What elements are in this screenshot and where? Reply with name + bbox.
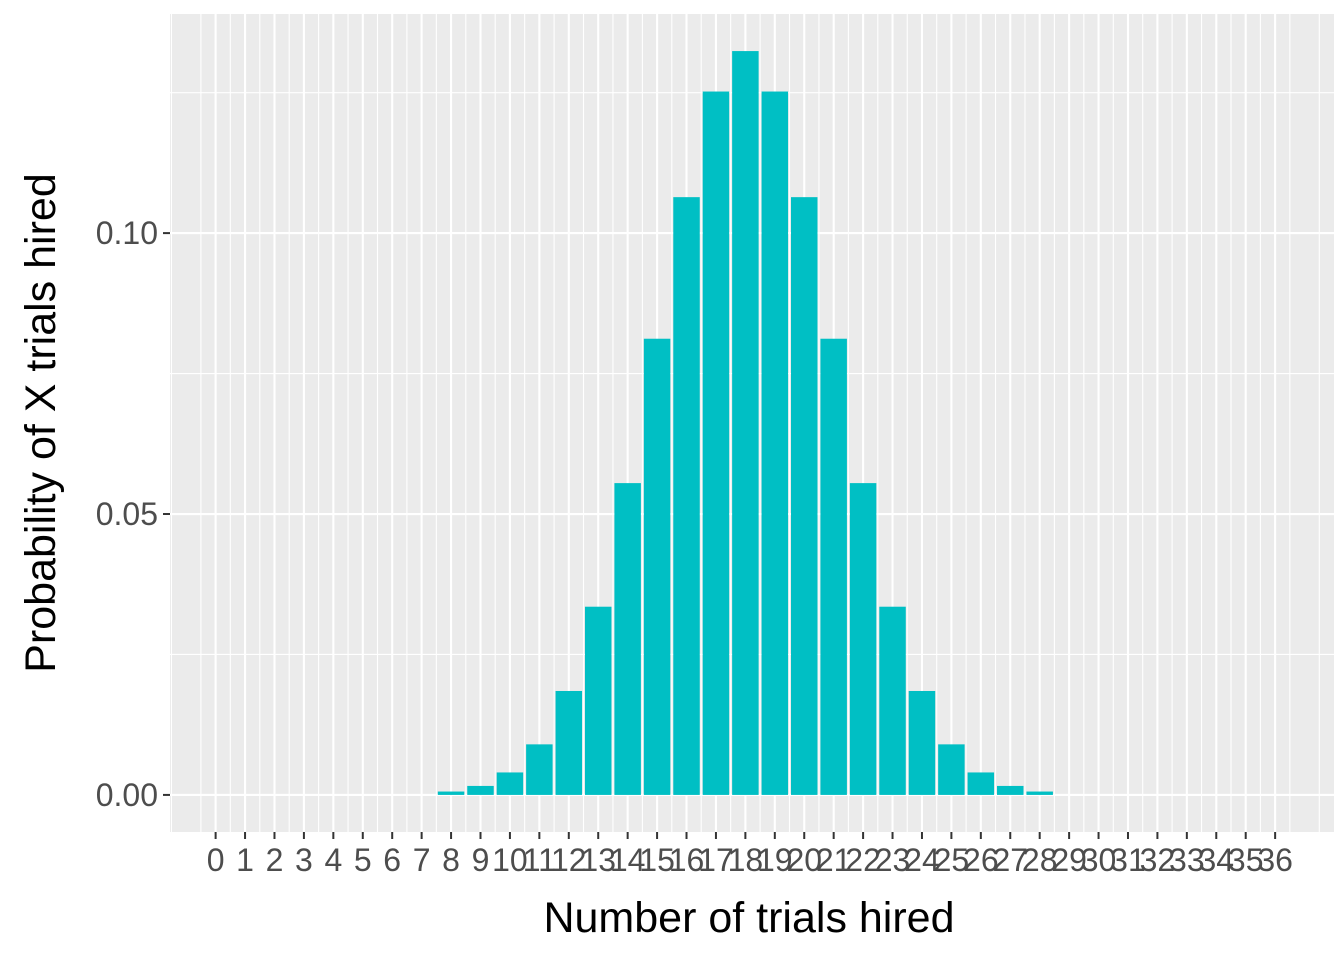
x-tick-label: 10 xyxy=(492,842,528,878)
bar xyxy=(732,51,759,795)
x-tick-label: 20 xyxy=(786,842,822,878)
x-tick-label: 17 xyxy=(698,842,734,878)
x-tick-label: 2 xyxy=(266,842,284,878)
x-tick-label: 29 xyxy=(1051,842,1087,878)
x-tick-label: 24 xyxy=(904,842,940,878)
x-tick-label: 33 xyxy=(1169,842,1205,878)
y-axis-title: Probability of X trials hired xyxy=(17,173,65,673)
x-tick-label: 12 xyxy=(551,842,587,878)
x-tick-label: 36 xyxy=(1257,842,1293,878)
bar xyxy=(496,772,524,795)
y-tick-label: 0.00 xyxy=(96,777,158,813)
bar xyxy=(673,197,700,795)
bar xyxy=(467,785,494,795)
x-tick-label: 7 xyxy=(413,842,431,878)
x-tick-label: 19 xyxy=(757,842,793,878)
x-tick-label: 6 xyxy=(383,842,401,878)
x-tick-label: 27 xyxy=(992,842,1028,878)
bar xyxy=(1026,791,1053,795)
x-tick-label: 16 xyxy=(669,842,705,878)
x-axis: 0 1 2 3 4 5 6 7 8 9 101112131415161718192021222324… xyxy=(207,832,1293,878)
x-tick-label: 22 xyxy=(845,842,881,878)
bar xyxy=(761,91,789,795)
x-tick-label: 35 xyxy=(1228,842,1264,878)
bars xyxy=(437,51,1053,795)
minor-gridlines xyxy=(170,14,1334,832)
bar xyxy=(938,744,965,795)
x-tick-label: 1 xyxy=(236,842,254,878)
x-tick-label: 28 xyxy=(1022,842,1058,878)
bar xyxy=(849,483,877,795)
bar xyxy=(526,744,553,795)
x-tick-label: 4 xyxy=(324,842,342,878)
bar xyxy=(879,606,906,795)
x-tick-label: 31 xyxy=(1110,842,1146,878)
bar xyxy=(997,785,1024,795)
bar xyxy=(790,197,818,795)
x-tick-label: 9 xyxy=(472,842,490,878)
bar xyxy=(437,791,465,795)
x-tick-label: 23 xyxy=(875,842,911,878)
x-tick-label: 0 xyxy=(207,842,225,878)
x-tick-label: 15 xyxy=(639,842,675,878)
x-tick-label: 13 xyxy=(580,842,616,878)
bar xyxy=(702,91,730,795)
x-axis-title: Number of trials hired xyxy=(543,894,954,942)
bar xyxy=(584,606,612,795)
x-tick-label: 34 xyxy=(1198,842,1234,878)
bar xyxy=(614,483,641,795)
bar xyxy=(908,690,936,795)
x-tick-label: 11 xyxy=(523,842,556,878)
y-tick-label: 0.05 xyxy=(96,496,158,532)
x-tick-label: 8 xyxy=(442,842,460,878)
x-tick-label: 21 xyxy=(816,842,852,878)
bar xyxy=(555,690,583,795)
x-tick-label: 18 xyxy=(728,842,764,878)
y-tick-label: 0.10 xyxy=(96,215,158,251)
bar xyxy=(820,338,847,795)
bar xyxy=(643,338,671,795)
x-tick-label: 32 xyxy=(1140,842,1176,878)
x-tick-label: 3 xyxy=(295,842,313,878)
x-tick-label: 25 xyxy=(934,842,970,878)
x-tick-label: 14 xyxy=(610,842,646,878)
y-axis: 0.00 0.05 0.10 xyxy=(96,215,170,813)
x-tick-label: 26 xyxy=(963,842,999,878)
x-tick-label: 5 xyxy=(354,842,372,878)
bar xyxy=(967,772,995,795)
x-tick-label: 30 xyxy=(1081,842,1117,878)
